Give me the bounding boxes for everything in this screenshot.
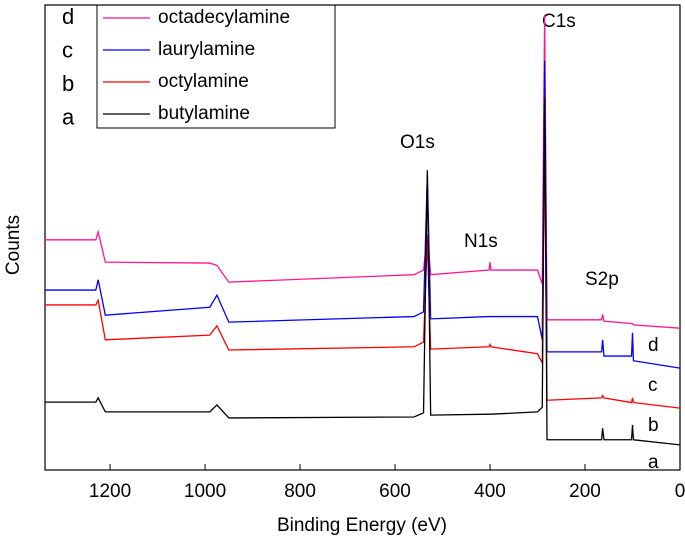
- series-tag: d: [648, 335, 659, 356]
- peak-label: S2p: [585, 269, 619, 290]
- x-tick-label: 800: [284, 481, 316, 502]
- series-tag: c: [648, 375, 658, 396]
- legend-tag: d: [62, 4, 74, 29]
- legend-tag: a: [62, 104, 75, 129]
- legend-label: butylamine: [158, 103, 250, 124]
- x-axis-title: Binding Energy (eV): [277, 515, 447, 536]
- legend-tag: b: [62, 71, 74, 96]
- x-tick-label: 1000: [184, 481, 226, 502]
- series-line: [45, 60, 681, 369]
- x-tick-label: 200: [569, 481, 601, 502]
- legend-label: octadecylamine: [158, 7, 290, 28]
- x-tick-label: 600: [379, 481, 411, 502]
- series-tag: b: [648, 415, 659, 436]
- peak-label: C1s: [542, 11, 576, 32]
- peak-label: O1s: [400, 132, 435, 153]
- peak-label: N1s: [464, 231, 498, 252]
- legend-tag: c: [62, 37, 73, 62]
- series-tag: a: [648, 452, 659, 473]
- x-tick-label: 1200: [89, 481, 131, 502]
- legend-label: laurylamine: [158, 39, 255, 60]
- y-axis-title: Counts: [3, 215, 24, 275]
- legend-label: octylamine: [158, 71, 249, 92]
- series-line: [45, 121, 681, 409]
- series-line: [45, 97, 681, 446]
- plot-frame: [44, 4, 681, 471]
- series-line: [45, 15, 681, 329]
- x-tick-label: 400: [474, 481, 506, 502]
- x-tick-label: 0: [675, 481, 685, 502]
